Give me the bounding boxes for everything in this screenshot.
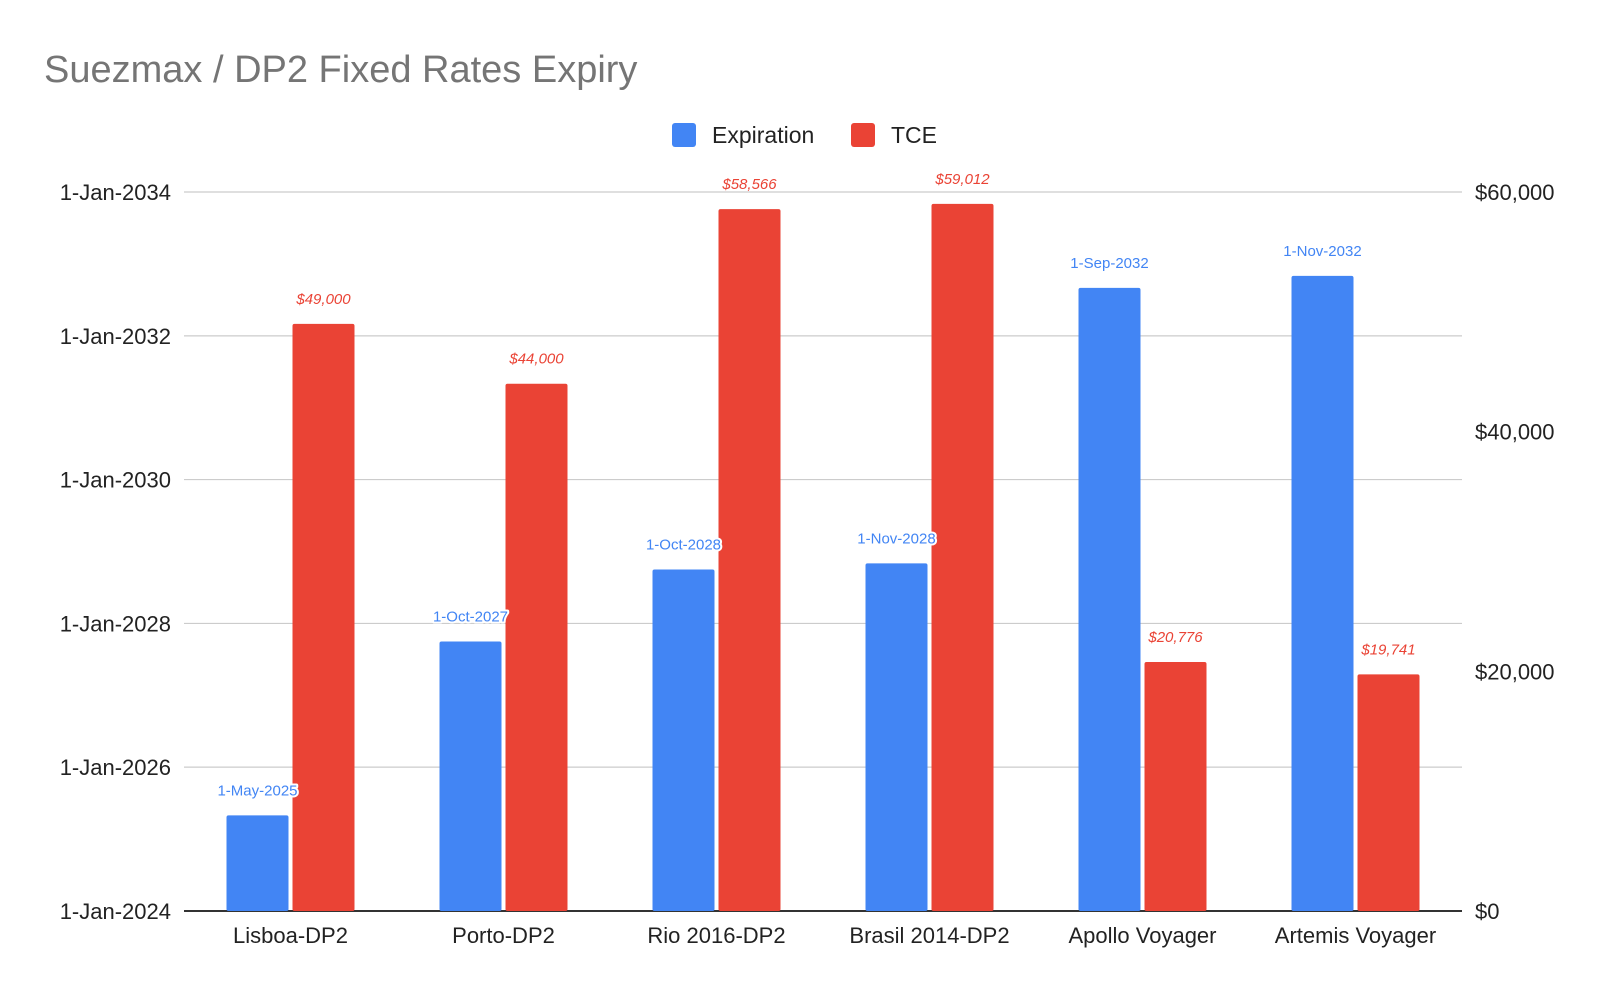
right-tick-label: $0: [1475, 899, 1499, 924]
category-axis: Lisboa-DP2 Porto-DP2 Rio 2016-DP2 Brasil 20…: [233, 923, 1436, 948]
chart-title: Suezmax / DP2 Fixed Rates Expiry: [44, 49, 637, 91]
bar-expiration: [1291, 275, 1354, 911]
legend-label-tce: TCE: [891, 122, 937, 148]
category-label: Lisboa-DP2: [233, 923, 348, 948]
data-labels: 1-May-2025 $49,000 1-Oct-2027 $44,000 1-Oct-…: [215, 171, 1415, 802]
bar-expiration: [865, 563, 928, 911]
bar-tce: [505, 383, 568, 911]
bars: [226, 203, 1420, 912]
category-label: Brasil 2014-DP2: [849, 923, 1009, 948]
bar-tce: [718, 209, 781, 912]
data-label-tce: $20,776: [1147, 629, 1203, 646]
bar-tce: [1144, 662, 1207, 911]
data-label-expiration: 1-Nov-2028: [857, 530, 935, 547]
legend: Expiration TCE: [672, 122, 937, 148]
left-tick-label: 1-Jan-2034: [60, 180, 171, 205]
legend-swatch-expiration: [672, 123, 696, 147]
bar-expiration: [652, 569, 715, 911]
category-label: Rio 2016-DP2: [647, 923, 785, 948]
data-label-tce: $19,741: [1360, 641, 1415, 658]
left-tick-label: 1-Jan-2024: [60, 899, 171, 924]
bar-expiration: [439, 641, 502, 911]
category-label: Apollo Voyager: [1069, 923, 1217, 948]
category-label: Artemis Voyager: [1275, 923, 1436, 948]
right-tick-label: $60,000: [1475, 180, 1555, 205]
right-tick-label: $20,000: [1475, 659, 1555, 684]
left-tick-label: 1-Jan-2030: [60, 468, 171, 493]
data-label-expiration: 1-Sep-2032: [1070, 255, 1148, 272]
left-tick-label: 1-Jan-2028: [60, 611, 171, 636]
legend-swatch-tce: [851, 123, 875, 147]
data-label-expiration: 1-Nov-2032: [1283, 243, 1361, 260]
category-label: Porto-DP2: [452, 923, 555, 948]
right-tick-label: $40,000: [1475, 420, 1555, 445]
left-tick-label: 1-Jan-2026: [60, 755, 171, 780]
data-label-expiration: 1-Oct-2027: [433, 609, 508, 626]
bar-tce: [1357, 674, 1420, 911]
right-axis: $0 $20,000 $40,000 $60,000: [1475, 180, 1555, 924]
gridlines: [184, 191, 1462, 912]
bar-expiration: [1078, 287, 1141, 912]
data-label-tce: $58,566: [721, 176, 777, 193]
bar-expiration: [226, 815, 289, 911]
legend-label-expiration: Expiration: [712, 122, 814, 148]
data-label-expiration: 1-May-2025: [217, 782, 297, 799]
data-label-expiration: 1-Oct-2028: [646, 537, 721, 554]
left-tick-label: 1-Jan-2032: [60, 324, 171, 349]
bar-tce: [931, 203, 994, 911]
data-label-tce: $44,000: [508, 351, 564, 368]
data-label-tce: $49,000: [295, 291, 351, 308]
left-axis: 1-Jan-2024 1-Jan-2026 1-Jan-2028 1-Jan-2030…: [60, 180, 171, 924]
data-label-tce: $59,012: [934, 171, 990, 188]
bar-tce: [292, 323, 355, 912]
